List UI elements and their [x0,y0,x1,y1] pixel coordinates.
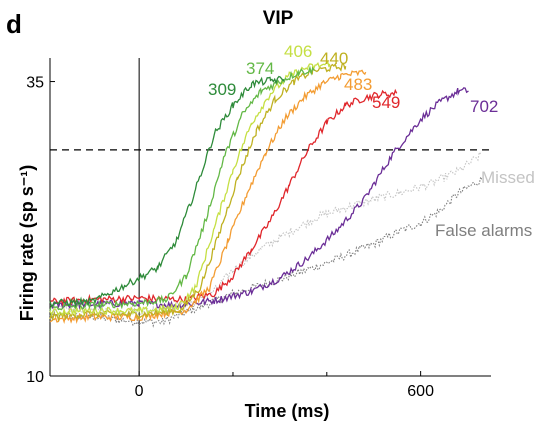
y-tick-label: 10 [26,369,44,386]
series-line-440 [49,62,347,323]
series-line-702 [49,87,469,311]
series-line-false-alarms [49,175,483,328]
series-layer [49,60,483,328]
series-line-374 [49,65,315,311]
series-label-374: 374 [246,59,274,78]
panel-letter: d [6,9,22,39]
series-label-702: 702 [470,97,498,116]
series-line-missed [49,150,482,317]
series-label-483: 483 [344,75,372,94]
axes: 10 35 0 600 [26,58,491,400]
series-line-549 [49,88,398,307]
series-label-missed: Missed [481,168,535,187]
x-axis-label: Time (ms) [245,401,330,421]
series-label-549: 549 [372,93,400,112]
series-label-309: 309 [208,80,236,99]
y-tick-label: 35 [26,75,44,92]
series-label-440: 440 [320,49,348,68]
y-axis-label: Firing rate (sp s⁻¹) [17,165,37,322]
series-label-false-alarms: False alarms [435,221,532,240]
series-label-406: 406 [284,42,312,61]
reference-lines [50,58,491,376]
x-tick-label: 0 [135,383,144,400]
chart-title: VIP [263,8,294,29]
x-tick-label: 600 [407,383,434,400]
series-line-483 [49,69,367,325]
series-line-309 [49,75,285,308]
